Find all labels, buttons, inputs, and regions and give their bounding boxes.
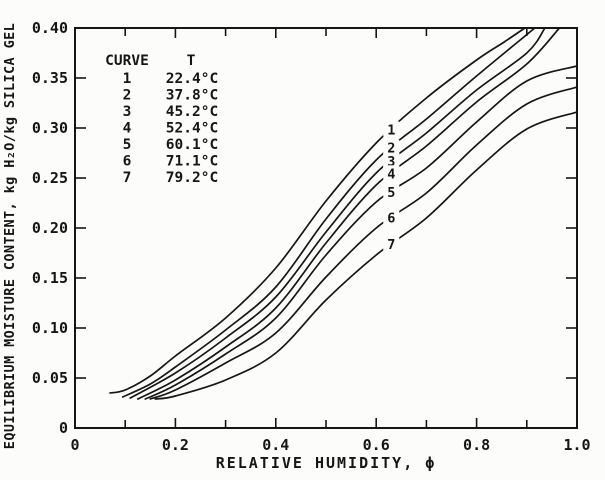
curve-label-gap — [383, 121, 400, 137]
legend-curve-temp-3: 45.2°C — [166, 104, 218, 120]
x-tick-label: 0 — [70, 436, 79, 454]
isotherm-curve-7 — [154, 111, 577, 400]
y-tick-label: 0.05 — [32, 369, 68, 387]
curve-label-4: 4 — [387, 166, 395, 182]
y-tick-label: 0 — [59, 419, 68, 437]
curve-label-2: 2 — [387, 141, 395, 157]
isotherm-curve-3 — [129, 28, 546, 399]
curve-label-gap — [383, 165, 400, 181]
isotherm-curve-4 — [136, 28, 561, 400]
legend-curve-number-5: 5 — [123, 137, 132, 153]
isotherm-curve-5 — [144, 65, 577, 400]
legend-header-curve: CURVE — [105, 53, 149, 69]
curve-label-1: 1 — [387, 123, 395, 139]
isotherm-curve-6 — [149, 86, 577, 400]
legend-curve-temp-1: 22.4°C — [166, 71, 218, 87]
x-tick-label: 0.4 — [262, 436, 289, 454]
legend-curve-number-7: 7 — [123, 170, 132, 186]
legend-curve-temp-2: 37.8°C — [166, 88, 218, 104]
y-tick-label: 0.15 — [32, 269, 68, 287]
legend-curve-number-2: 2 — [123, 88, 132, 104]
legend-header-temp: T — [187, 53, 196, 69]
x-tick-label: 0.2 — [162, 436, 189, 454]
isotherm-curve-1 — [109, 28, 526, 394]
y-axis-title: EQUILIBRIUM MOISTURE CONTENT, kg H₂O/kg … — [2, 22, 18, 450]
curve-label-gap — [383, 183, 400, 199]
legend-curve-number-3: 3 — [123, 104, 132, 120]
legend-curve-number-1: 1 — [123, 71, 132, 87]
y-tick-label: 0.40 — [32, 19, 68, 37]
legend-curve-number-6: 6 — [123, 154, 132, 170]
plot-frame — [74, 27, 578, 429]
y-tick-label: 0.35 — [32, 69, 68, 87]
y-tick-label: 0.25 — [32, 169, 68, 187]
y-tick-label: 0.30 — [32, 119, 68, 137]
curve-label-5: 5 — [387, 185, 395, 201]
curve-label-gap — [383, 209, 400, 225]
curve-label-7: 7 — [387, 237, 395, 253]
legend-curve-number-4: 4 — [123, 121, 132, 137]
curve-label-3: 3 — [387, 154, 395, 170]
x-tick-label: 1.0 — [563, 436, 590, 454]
curve-label-gap — [383, 139, 400, 155]
y-tick-label: 0.10 — [32, 319, 68, 337]
legend-curve-temp-5: 60.1°C — [166, 137, 218, 153]
x-tick-label: 0.6 — [363, 436, 390, 454]
y-tick-label: 0.20 — [32, 219, 68, 237]
curve-label-gap — [383, 153, 400, 168]
legend-curve-temp-4: 52.4°C — [166, 121, 218, 137]
x-axis-title: RELATIVE HUMIDITY, ϕ — [215, 454, 437, 472]
curve-label-6: 6 — [387, 211, 395, 227]
legend-curve-temp-6: 71.1°C — [166, 154, 218, 170]
isotherm-curve-2 — [121, 28, 536, 398]
x-tick-label: 0.8 — [463, 436, 490, 454]
legend-curve-temp-7: 79.2°C — [166, 170, 218, 186]
curve-label-gap — [383, 235, 400, 251]
